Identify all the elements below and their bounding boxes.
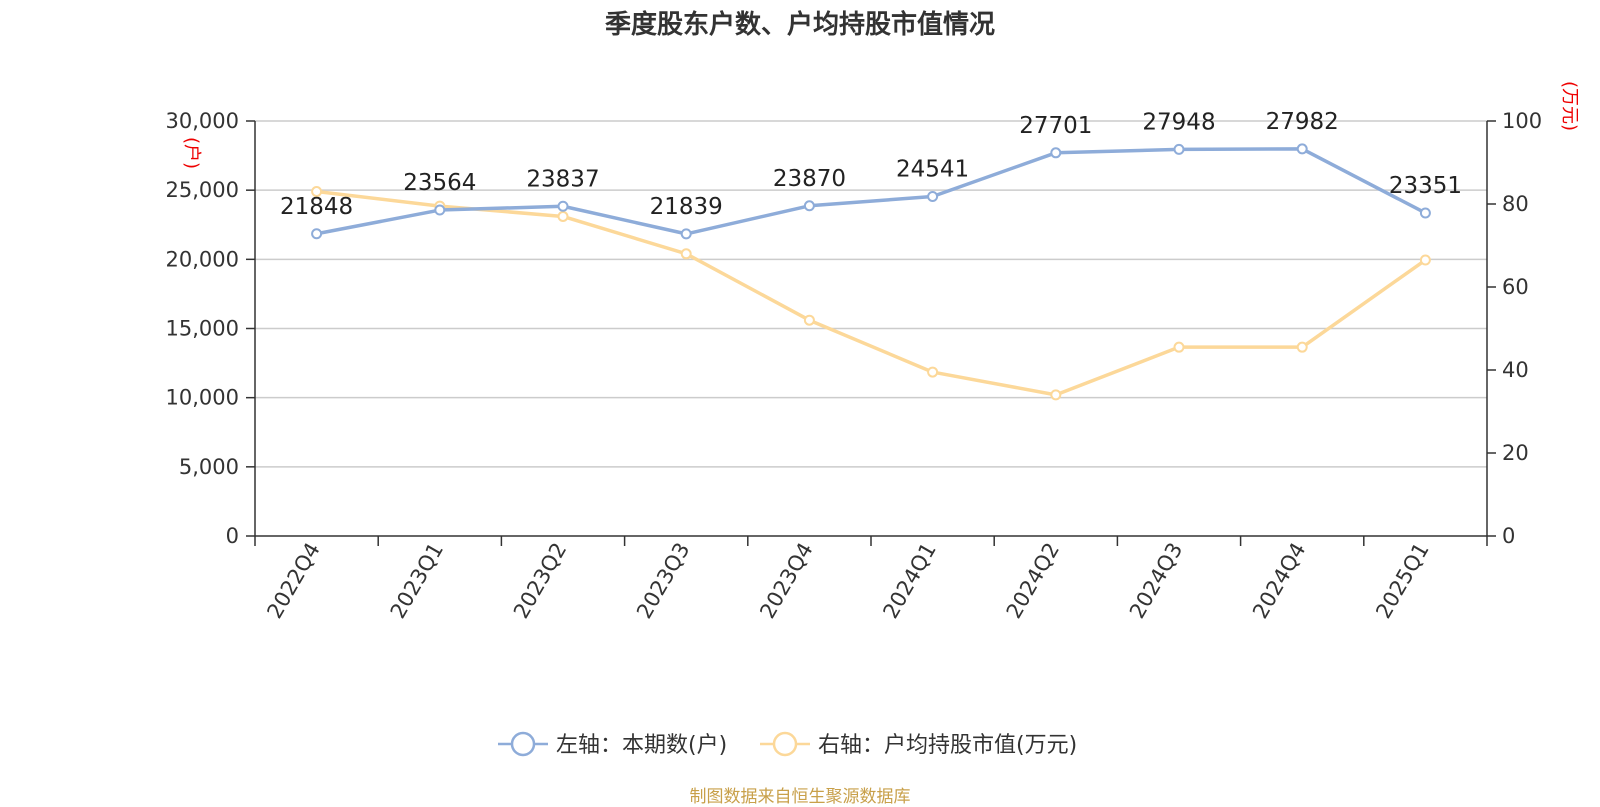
right-axis-unit-label: (万元) — [1559, 81, 1580, 131]
data-point-avg-market-value — [557, 210, 569, 222]
data-point-holders — [803, 200, 815, 212]
x-tick-label: 2023Q2 — [509, 539, 571, 623]
right-tick-label: 40 — [1502, 358, 1529, 382]
data-label: 27948 — [1142, 109, 1215, 135]
data-point-avg-market-value — [1173, 341, 1185, 353]
data-labels: 21848 23564 23837 21839 23870 24541 27701 27948… — [280, 109, 1462, 220]
data-label: 23564 — [403, 170, 476, 196]
data-point-holders — [1050, 147, 1062, 159]
x-tick-label: 2024Q2 — [1002, 539, 1064, 623]
data-point-avg-market-value — [680, 248, 692, 260]
right-axis-ticks: 0 20 40 60 80 100 — [1487, 109, 1542, 548]
x-tick-label: 2024Q4 — [1248, 539, 1310, 623]
left-tick-label: 30,000 — [166, 109, 239, 133]
left-tick-label: 25,000 — [166, 178, 239, 202]
legend-item-holders[interactable]: 左轴：本期数(户) — [498, 731, 727, 758]
data-point-avg-market-value — [1050, 389, 1062, 401]
series-line-avg-market-value — [316, 189, 1427, 397]
legend-circle-icon — [772, 731, 798, 757]
x-tick-label: 2025Q1 — [1371, 539, 1433, 623]
legend-item-avg-market-value[interactable]: 右轴：户均持股市值(万元) — [760, 731, 1077, 758]
data-point-avg-market-value — [803, 314, 815, 326]
right-tick-label: 0 — [1502, 524, 1515, 548]
chart-title: 季度股东户数、户均持股市值情况 — [604, 10, 995, 40]
data-label: 23837 — [526, 166, 599, 192]
grid-lines — [255, 120, 1487, 468]
right-tick-label: 80 — [1502, 192, 1529, 216]
data-point-avg-market-value — [1296, 341, 1308, 353]
data-point-holders — [1296, 143, 1308, 155]
data-label: 23870 — [773, 166, 846, 192]
data-point-avg-market-value — [1419, 254, 1431, 266]
source-note: 制图数据来自恒生聚源数据库 — [689, 787, 911, 807]
left-tick-label: 15,000 — [166, 317, 239, 341]
data-label: 27982 — [1266, 109, 1339, 135]
data-label: 24541 — [896, 157, 969, 183]
data-point-holders — [680, 228, 692, 240]
data-point-holders — [311, 228, 323, 240]
data-point-avg-market-value — [311, 186, 323, 198]
left-tick-label: 5,000 — [179, 455, 239, 479]
x-tick-label: 2023Q4 — [755, 539, 817, 623]
right-tick-label: 20 — [1502, 441, 1529, 465]
legend-circle-icon — [510, 731, 536, 757]
data-point-holders — [927, 191, 939, 203]
x-tick-label: 2024Q1 — [878, 539, 940, 623]
x-tick-label: 2024Q3 — [1125, 539, 1187, 623]
left-tick-label: 10,000 — [166, 386, 239, 410]
right-tick-label: 100 — [1502, 109, 1542, 133]
data-label: 21839 — [650, 194, 723, 220]
left-tick-label: 20,000 — [166, 247, 239, 271]
series-line-holders — [316, 147, 1427, 236]
x-tick-label: 2023Q3 — [632, 539, 694, 623]
left-tick-label: 0 — [226, 524, 239, 548]
left-axis-ticks: 0 5,000 10,000 15,000 20,000 25,000 30,000 — [166, 109, 255, 548]
x-axis-ticks: 2022Q4 2023Q1 2023Q2 2023Q3 2023Q4 2024Q1 2024… — [254, 536, 1488, 623]
data-point-holders — [1419, 207, 1431, 219]
data-label: 27701 — [1019, 113, 1092, 139]
series-lines — [316, 147, 1427, 397]
data-point-holders — [557, 200, 569, 212]
x-tick-label: 2023Q1 — [386, 539, 448, 623]
right-tick-label: 60 — [1502, 275, 1529, 299]
series-points — [311, 143, 1431, 401]
legend-label: 右轴：户均持股市值(万元) — [818, 733, 1077, 758]
data-label: 21848 — [280, 194, 353, 220]
legend[interactable]: 左轴：本期数(户) 右轴：户均持股市值(万元) — [498, 731, 1077, 758]
data-point-holders — [434, 204, 446, 216]
x-tick-label: 2022Q4 — [262, 539, 324, 623]
data-label: 23351 — [1389, 173, 1462, 199]
data-point-holders — [1173, 143, 1185, 155]
left-axis-unit-label: (户) — [181, 137, 202, 169]
legend-label: 左轴：本期数(户) — [556, 733, 727, 758]
data-point-avg-market-value — [927, 366, 939, 378]
